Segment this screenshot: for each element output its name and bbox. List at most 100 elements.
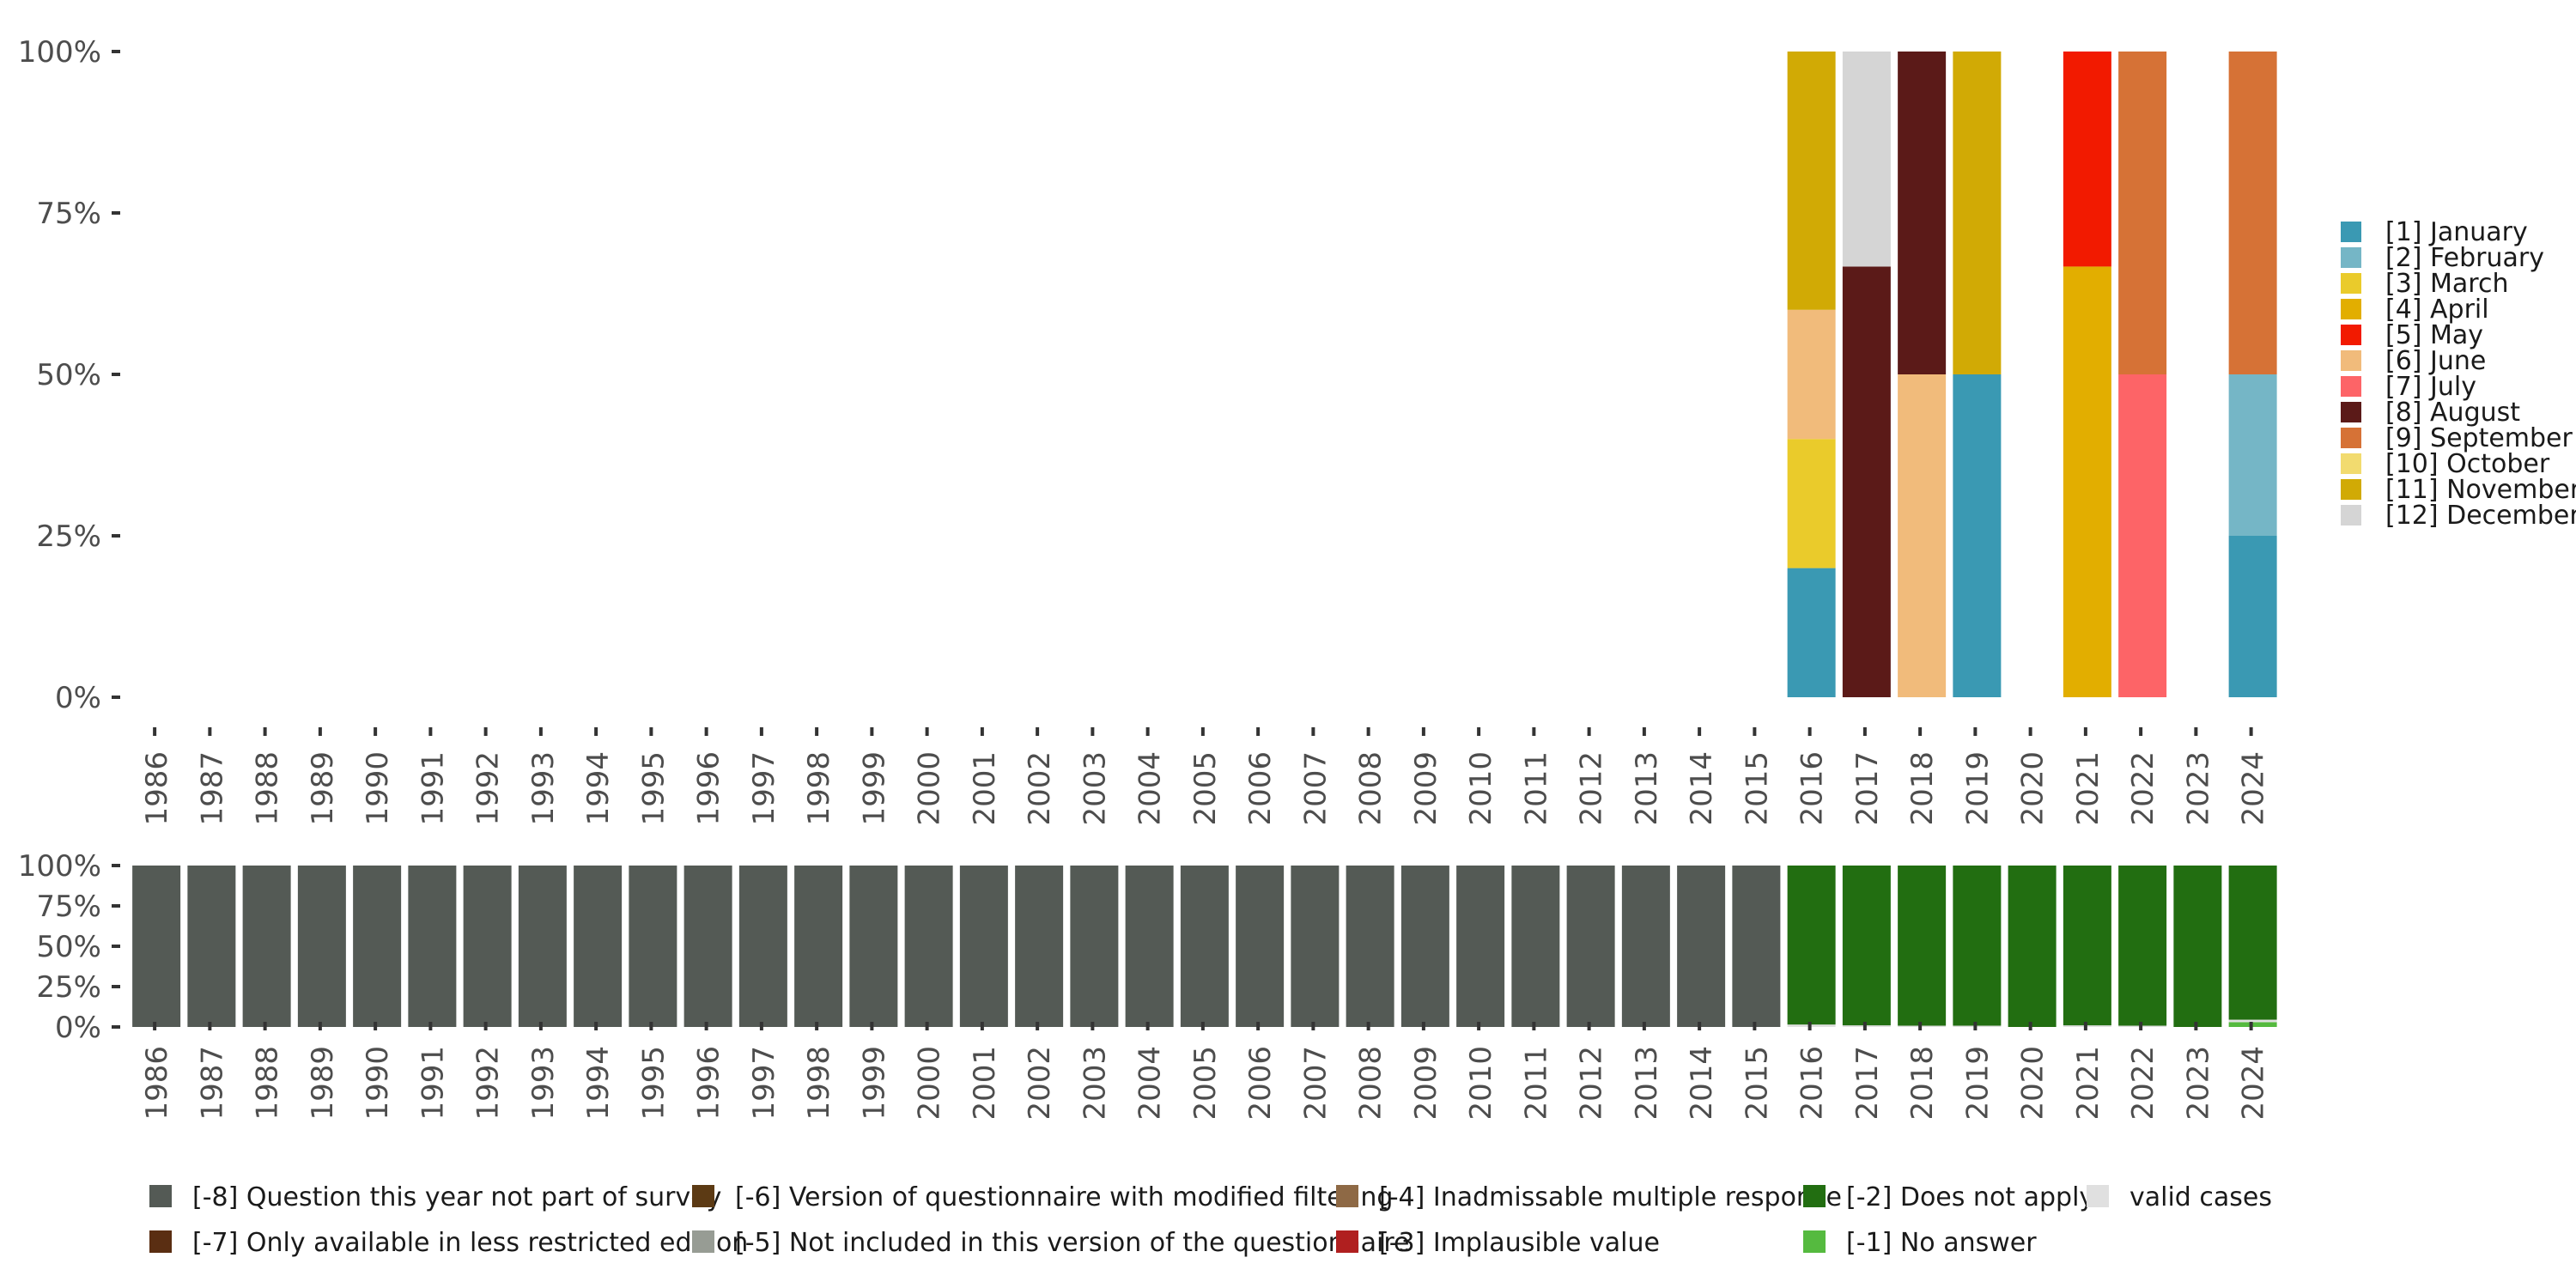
- top-legend-label: [1] January: [2385, 217, 2528, 247]
- bottom-y-tick-label: 75%: [36, 890, 101, 924]
- bottom-legend-label: [-7] Only available in less restricted e…: [192, 1228, 748, 1258]
- top-x-tick-label: 1992: [471, 751, 506, 826]
- top-legend-swatch: [2341, 402, 2361, 422]
- top-legend-swatch: [2341, 247, 2361, 268]
- bottom-bar-segment: [2063, 866, 2111, 1026]
- bottom-bar-segment: [353, 866, 402, 1027]
- bottom-bar-segment: [1125, 866, 1174, 1027]
- bottom-x-tick-label: 1994: [581, 1046, 616, 1121]
- top-legend-label: [3] March: [2385, 269, 2508, 299]
- bottom-bar-segment: [1621, 866, 1670, 1027]
- top-legend-swatch: [2341, 299, 2361, 319]
- top-y-tick-label: 100%: [18, 35, 101, 70]
- top-bar-segment: [1842, 266, 1891, 697]
- bottom-x-tick-label: 2001: [968, 1046, 1002, 1121]
- bottom-x-tick-label: 1992: [471, 1046, 506, 1121]
- bottom-x-tick-label: 2007: [1298, 1046, 1333, 1121]
- bottom-x-tick-label: 1987: [195, 1046, 229, 1121]
- top-x-tick-label: 2019: [1960, 751, 1995, 826]
- bottom-bar-segment: [1015, 866, 1064, 1027]
- bottom-x-tick-label: 2006: [1243, 1046, 1278, 1121]
- bottom-x-tick-label: 2019: [1960, 1046, 1995, 1121]
- bottom-x-tick-label: 1988: [251, 1046, 285, 1121]
- bottom-x-axis: 1986 1987 1988 1989 1990 1991 1992 1993 1994 1995…: [140, 1022, 2271, 1121]
- top-y-tick-label: 0%: [55, 681, 101, 715]
- bottom-x-tick-label: 1993: [526, 1046, 561, 1121]
- bottom-x-tick-label: 2012: [1575, 1046, 1609, 1121]
- bottom-bar-segment: [959, 866, 1008, 1027]
- bottom-legend-swatch: [1336, 1230, 1358, 1253]
- bottom-legend-swatch: [149, 1230, 172, 1253]
- bottom-x-tick-label: 1998: [802, 1046, 836, 1121]
- top-x-tick-label: 1994: [581, 751, 616, 826]
- bottom-bar-segment: [2228, 1019, 2277, 1023]
- bottom-x-tick-label: 2002: [1023, 1046, 1057, 1121]
- top-legend-label: [2] February: [2385, 243, 2544, 273]
- top-bar-segment: [1787, 439, 1836, 568]
- top-legend: [1] January[2] February[3] March[4] Apri…: [2341, 217, 2576, 531]
- top-x-tick-label: 2008: [1354, 751, 1388, 826]
- top-x-tick-label: 1990: [361, 751, 395, 826]
- top-bar-segment: [2118, 374, 2167, 697]
- bottom-x-tick-label: 1999: [857, 1046, 891, 1121]
- bottom-bar-segment: [408, 866, 457, 1027]
- bottom-bar-segment: [1070, 866, 1119, 1027]
- top-bar-segment: [1898, 52, 1947, 374]
- top-bar-segment: [1842, 52, 1891, 267]
- top-legend-swatch: [2341, 273, 2361, 294]
- bottom-bar-segment: [1456, 866, 1505, 1027]
- bottom-x-tick-label: 1997: [747, 1046, 781, 1121]
- top-x-tick-label: 2014: [1685, 751, 1719, 826]
- bottom-bar-segment: [463, 866, 512, 1027]
- top-y-tick-label: 75%: [36, 197, 101, 231]
- top-x-tick-label: 1993: [526, 751, 561, 826]
- bottom-legend-label: [-5] Not included in this version of the…: [735, 1228, 1410, 1258]
- bottom-bar-segment: [1400, 866, 1449, 1027]
- top-legend-label: [5] May: [2385, 320, 2483, 350]
- bottom-x-tick-label: 2011: [1519, 1046, 1553, 1121]
- top-legend-swatch: [2341, 376, 2361, 397]
- top-legend-label: [4] April: [2385, 295, 2489, 325]
- top-x-tick-label: 2021: [2071, 751, 2105, 826]
- bottom-x-tick-label: 2000: [913, 1046, 947, 1121]
- bottom-legend-swatch: [149, 1185, 172, 1207]
- top-x-tick-label: 2000: [913, 751, 947, 826]
- top-x-tick-label: 1988: [251, 751, 285, 826]
- bottom-legend-label: [-4] Inadmissable multiple response: [1379, 1182, 1842, 1212]
- top-legend-swatch: [2341, 453, 2361, 474]
- top-x-axis: 1986 1987 1988 1989 1990 1991 1992 1993 1994 1995…: [140, 727, 2271, 826]
- bottom-x-tick-label: 1990: [361, 1046, 395, 1121]
- bottom-chart-missing-values: 0% 25% 50% 75% 100% 1986 1987 1988 1989 1990 1991…: [18, 849, 2277, 1121]
- top-bar-segment: [2228, 536, 2277, 697]
- bottom-legend-swatch: [1803, 1185, 1826, 1207]
- bottom-x-tick-label: 2009: [1409, 1046, 1443, 1121]
- bottom-bar-segment: [1566, 866, 1615, 1027]
- top-x-tick-label: 1997: [747, 751, 781, 826]
- top-bar-segment: [1787, 52, 1836, 310]
- top-y-tick-label: 50%: [36, 358, 101, 392]
- top-legend-label: [12] December: [2385, 501, 2576, 531]
- top-x-tick-label: 2010: [1464, 751, 1498, 826]
- bottom-legend-swatch: [692, 1185, 714, 1207]
- bottom-bar-segment: [2118, 866, 2167, 1026]
- top-x-tick-label: 2023: [2181, 751, 2215, 826]
- bottom-x-tick-label: 1996: [692, 1046, 726, 1121]
- bottom-y-tick-label: 0%: [55, 1011, 101, 1045]
- bottom-x-tick-label: 1991: [416, 1046, 450, 1121]
- bottom-bar-segment: [1511, 866, 1560, 1027]
- top-legend-swatch: [2341, 479, 2361, 500]
- bottom-x-tick-label: 2004: [1133, 1046, 1168, 1121]
- bottom-bar-segment: [1953, 866, 2002, 1026]
- top-y-tick-label: 25%: [36, 519, 101, 554]
- bottom-legend: [-8] Question this year not part of surv…: [149, 1182, 2272, 1258]
- top-bar-segment: [1953, 374, 2002, 697]
- top-x-tick-label: 1991: [416, 751, 450, 826]
- bottom-x-tick-label: 2013: [1630, 1046, 1664, 1121]
- bottom-y-axis: 0% 25% 50% 75% 100%: [18, 849, 120, 1045]
- bottom-bar-segment: [518, 866, 567, 1027]
- top-legend-swatch: [2341, 325, 2361, 345]
- bottom-bar-segment: [1732, 866, 1781, 1027]
- top-x-tick-label: 2011: [1519, 751, 1553, 826]
- bottom-x-tick-label: 2008: [1354, 1046, 1388, 1121]
